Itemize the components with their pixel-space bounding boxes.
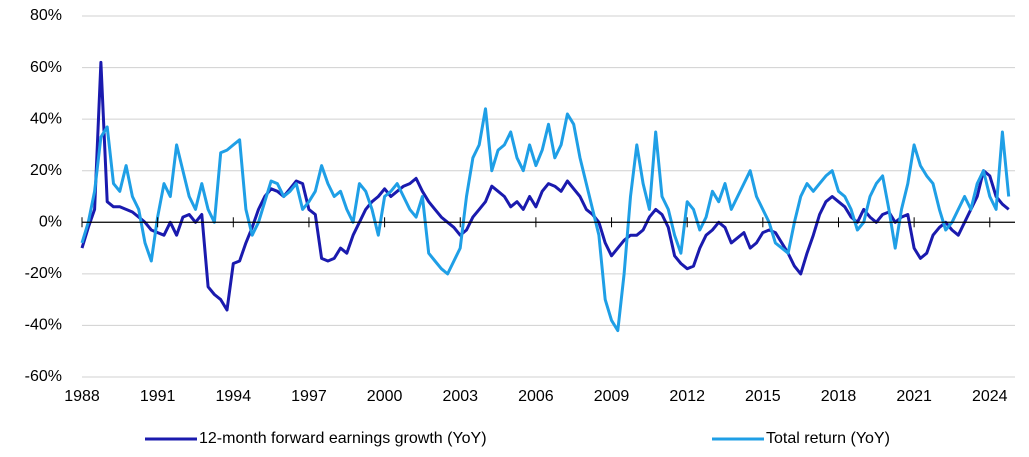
x-tick-label: 1994 (216, 388, 252, 405)
x-tick-label: 2024 (972, 388, 1008, 405)
series-line (80, 60, 1010, 312)
x-tick-label: 2006 (518, 388, 554, 405)
x-tick-label: 1988 (64, 388, 100, 405)
legend-label: 12-month forward earnings growth (YoY) (199, 430, 487, 447)
y-tick-label: -60% (25, 368, 62, 385)
y-tick-label: 60% (30, 59, 62, 76)
x-tick-label: 2012 (669, 388, 705, 405)
x-tick-label: 2015 (745, 388, 781, 405)
x-tick-label: 1997 (291, 388, 327, 405)
y-tick-label: 0% (39, 214, 62, 231)
y-tick-label: 40% (30, 110, 62, 127)
x-tick-label: 2009 (594, 388, 630, 405)
y-tick-label: -40% (25, 317, 62, 334)
x-tick-label: 2018 (821, 388, 857, 405)
x-tick-label: 2000 (367, 388, 403, 405)
series-line (80, 107, 1011, 333)
x-tick-label: 1991 (140, 388, 176, 405)
y-tick-label: 20% (30, 162, 62, 179)
x-tick-label: 2003 (442, 388, 478, 405)
y-tick-label: 80% (30, 7, 62, 24)
x-tick-label: 2021 (896, 388, 932, 405)
y-tick-label: -20% (25, 265, 62, 282)
legend-label: Total return (YoY) (766, 430, 890, 447)
